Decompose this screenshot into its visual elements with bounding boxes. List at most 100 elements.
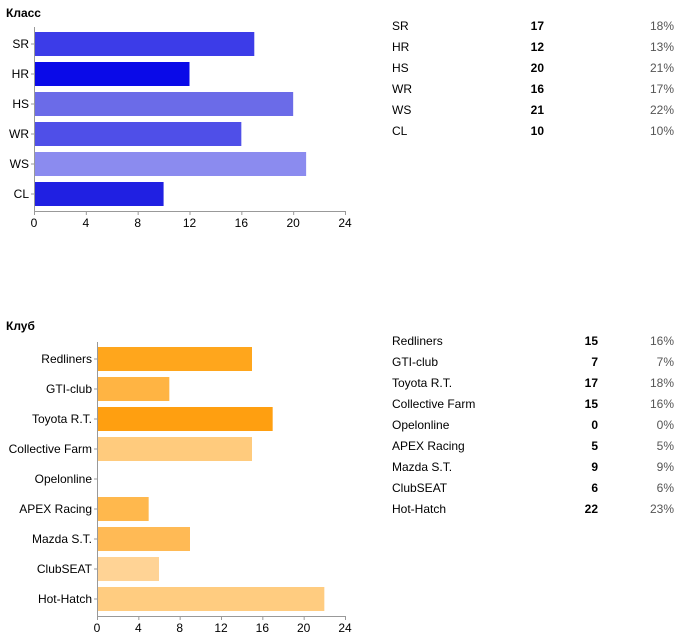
bar-mazda-s-t- <box>98 527 190 551</box>
stats-percent: 16% <box>649 334 674 348</box>
stats-row: HR 12 13% <box>392 37 674 58</box>
category-label: ClubSEAT <box>37 562 93 576</box>
stats-count: 7 <box>591 355 598 369</box>
stats-row: SR 17 18% <box>392 16 674 37</box>
stats-row: HS 20 21% <box>392 58 674 79</box>
category-label: GTI-club <box>46 382 92 396</box>
bar-toyota-r-t- <box>98 407 273 431</box>
stats-percent: 17% <box>649 82 674 96</box>
stats-percent: 21% <box>649 61 674 75</box>
x-tick-label: 24 <box>338 621 352 634</box>
stats-count: 15 <box>584 397 598 411</box>
bar-cl <box>35 182 164 206</box>
category-label: Mazda S.T. <box>32 532 92 546</box>
x-tick-label: 16 <box>235 216 249 230</box>
stats-row: GTI-club 7 7% <box>392 352 674 373</box>
stats-count: 17 <box>530 19 544 33</box>
club-section-title: Клуб <box>6 319 35 333</box>
bar-clubseat <box>98 557 159 581</box>
stats-count: 20 <box>530 61 544 75</box>
x-tick-label: 4 <box>82 216 89 230</box>
stats-row: Opelonline 0 0% <box>392 415 674 436</box>
category-label: HS <box>12 97 29 111</box>
stats-percent: 5% <box>656 439 674 453</box>
stats-percent: 10% <box>649 124 674 138</box>
bar-hs <box>35 92 294 116</box>
stats-count: 22 <box>584 502 598 516</box>
x-tick-label: 0 <box>31 216 38 230</box>
category-label: Toyota R.T. <box>32 412 92 426</box>
stats-name: Opelonline <box>392 418 450 432</box>
x-tick-label: 12 <box>183 216 197 230</box>
stats-percent: 0% <box>656 418 674 432</box>
category-label: SR <box>12 37 29 51</box>
category-label: HR <box>12 67 30 81</box>
stats-row: CL 10 10% <box>392 121 674 142</box>
stats-row: ClubSEAT 6 6% <box>392 478 674 499</box>
category-label: WS <box>10 157 29 171</box>
bar-hr <box>35 62 190 86</box>
stats-count: 5 <box>591 439 598 453</box>
bar-hot-hatch <box>98 587 325 611</box>
stats-percent: 7% <box>656 355 674 369</box>
x-tick-label: 8 <box>176 621 183 634</box>
stats-name: CL <box>392 124 408 138</box>
stats-row: WS 21 22% <box>392 100 674 121</box>
bar-wr <box>35 122 242 146</box>
stats-name: HR <box>392 40 410 54</box>
x-tick-label: 4 <box>135 621 142 634</box>
stats-name: Mazda S.T. <box>392 460 453 474</box>
category-label: Collective Farm <box>9 442 92 456</box>
stats-percent: 18% <box>649 376 674 390</box>
stats-name: WS <box>392 103 412 117</box>
category-label: WR <box>9 127 29 141</box>
stats-percent: 9% <box>656 460 674 474</box>
stats-name: Collective Farm <box>392 397 476 411</box>
stats-percent: 16% <box>649 397 674 411</box>
category-label: Hot-Hatch <box>38 592 92 606</box>
category-label: CL <box>14 187 30 201</box>
stats-count: 10 <box>530 124 544 138</box>
x-tick-label: 24 <box>338 216 352 230</box>
category-label: Redliners <box>41 352 92 366</box>
stats-count: 9 <box>591 460 598 474</box>
stats-count: 12 <box>530 40 544 54</box>
stats-name: Redliners <box>392 334 443 348</box>
stats-count: 15 <box>584 334 598 348</box>
x-tick-label: 12 <box>214 621 228 634</box>
stats-row: Hot-Hatch 22 23% <box>392 499 674 520</box>
bar-ws <box>35 152 307 176</box>
stats-percent: 22% <box>649 103 674 117</box>
stats-percent: 13% <box>649 40 674 54</box>
stats-row: Collective Farm 15 16% <box>392 394 674 415</box>
stats-name: GTI-club <box>392 355 439 369</box>
stats-row: Redliners 15 16% <box>392 331 674 352</box>
stats-percent: 6% <box>656 481 674 495</box>
stats-row: Mazda S.T. 9 9% <box>392 457 674 478</box>
category-label: APEX Racing <box>19 502 92 516</box>
stats-count: 0 <box>591 418 598 432</box>
stats-row: WR 16 17% <box>392 79 674 100</box>
stats-name: HS <box>392 61 409 75</box>
class-bar-chart: SR HR HS WR WS CL 0 4 8 12 16 20 24 <box>9 27 352 230</box>
stats-name: APEX Racing <box>392 439 465 453</box>
bar-sr <box>35 32 255 56</box>
stats-percent: 18% <box>649 19 674 33</box>
x-tick-label: 8 <box>134 216 141 230</box>
stats-row: Toyota R.T. 17 18% <box>392 373 674 394</box>
bar-redliners <box>98 347 252 371</box>
x-tick-label: 20 <box>286 216 300 230</box>
stats-count: 6 <box>591 481 598 495</box>
stats-count: 21 <box>530 103 544 117</box>
x-tick-label: 16 <box>256 621 270 634</box>
x-tick-label: 20 <box>297 621 311 634</box>
stats-row: APEX Racing 5 5% <box>392 436 674 457</box>
x-tick-label: 0 <box>94 621 101 634</box>
stats-count: 16 <box>530 82 544 96</box>
bar-collective-farm <box>98 437 252 461</box>
stats-name: ClubSEAT <box>392 481 448 495</box>
stats-name: Toyota R.T. <box>392 376 453 390</box>
bar-gti-club <box>98 377 170 401</box>
stats-name: Hot-Hatch <box>392 502 447 516</box>
